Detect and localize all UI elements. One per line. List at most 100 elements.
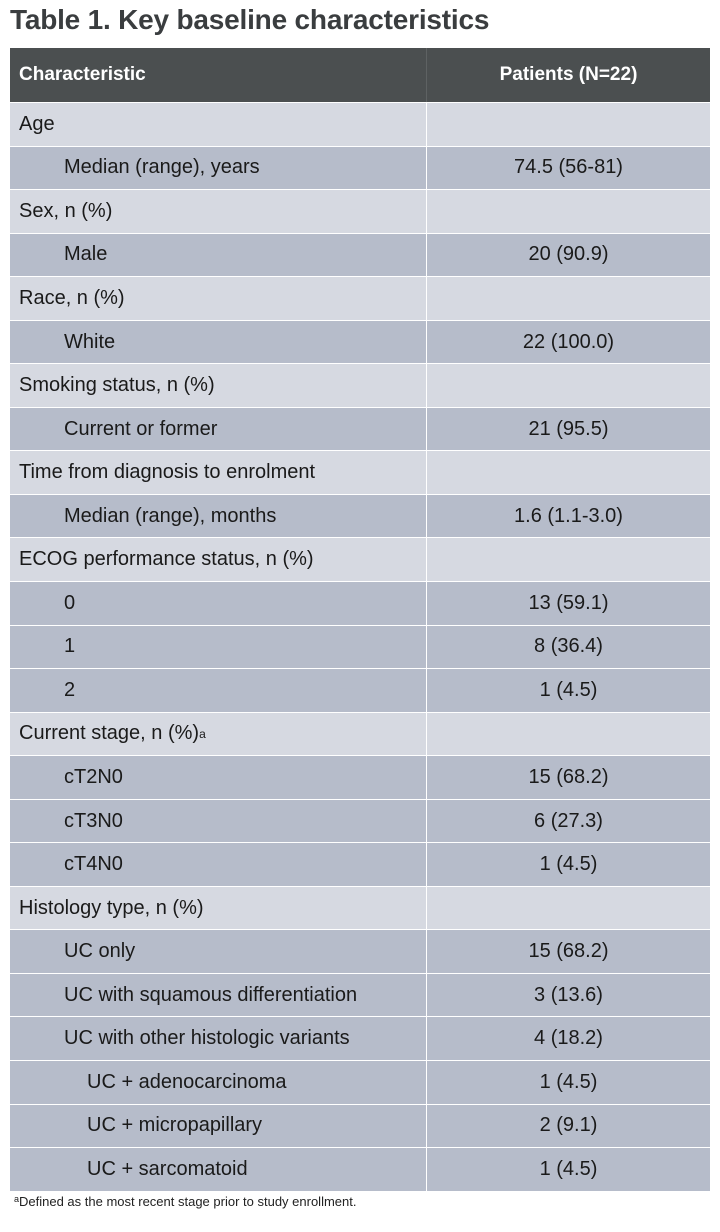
value-cell: 6 (27.3): [534, 809, 603, 832]
value-cell: 74.5 (56-81): [514, 156, 623, 179]
label-cell: cT3N0: [10, 799, 427, 843]
label-cell: UC only: [10, 930, 427, 973]
label-cell: Smoking status, n (%): [10, 364, 427, 407]
label-cell: Age: [10, 103, 427, 146]
value-cell: 2 (9.1): [539, 1114, 598, 1137]
row-label: cT4N0: [64, 853, 123, 876]
label-cell: 0: [10, 582, 427, 625]
footnote-text: Defined as the most recent stage prior t…: [19, 1194, 357, 1209]
value-cell: 1 (4.5): [539, 1070, 598, 1093]
row-label: Histology type, n (%): [19, 896, 204, 919]
row-label: Current or former: [64, 417, 218, 440]
label-cell: UC + micropapillary: [10, 1104, 427, 1148]
row-label: UC with squamous differentiation: [64, 983, 358, 1006]
label-cell: Current stage, n (%) a: [10, 712, 427, 756]
value-cell: 21 (95.5): [528, 417, 609, 440]
group-row: Race, n (%): [10, 277, 710, 321]
value-cell: 8 (36.4): [534, 635, 603, 658]
value-cell: 1 (4.5): [539, 678, 598, 701]
label-cell: cT2N0: [10, 756, 427, 799]
row-label: Smoking status, n (%): [19, 374, 215, 397]
item-row: UC + adenocarcinoma 1 (4.5): [10, 1061, 710, 1105]
item-row: UC with other histologic variants 4 (18.2…: [10, 1017, 710, 1062]
value-cell: 20 (90.9): [528, 243, 609, 266]
label-cell: Sex, n (%): [10, 190, 427, 233]
label-cell: Histology type, n (%): [10, 886, 427, 930]
item-row: 0 13 (59.1): [10, 582, 710, 626]
item-row: White 22 (100.0): [10, 320, 710, 365]
value-cell: 3 (13.6): [534, 983, 603, 1006]
value-cell: 1.6 (1.1-3.0): [514, 504, 623, 527]
header-cell: Patients (N=22): [499, 64, 638, 85]
group-row: Age: [10, 103, 710, 147]
label-cell: UC with other histologic variants: [10, 1017, 427, 1061]
label-cell: cT4N0: [10, 843, 427, 886]
row-label: Median (range), months: [64, 504, 277, 527]
group-row: Time from diagnosis to enrolment: [10, 451, 710, 495]
value-cell: 1 (4.5): [539, 1157, 598, 1180]
value-cell: 1 (4.5): [539, 853, 598, 876]
footnote: aDefined as the most recent stage prior …: [14, 1194, 356, 1209]
item-row: Current or former 21 (95.5): [10, 407, 710, 452]
header-cell: Characteristic: [10, 48, 427, 102]
group-row: ECOG performance status, n (%): [10, 538, 710, 583]
item-row: cT2N0 15 (68.2): [10, 756, 710, 800]
row-label: Age: [19, 112, 55, 135]
value-cell: 4 (18.2): [534, 1027, 603, 1050]
item-row: cT3N0 6 (27.3): [10, 799, 710, 844]
group-row: Smoking status, n (%): [10, 364, 710, 408]
superscript: a: [199, 726, 206, 741]
row-label: Male: [64, 243, 108, 266]
item-row: 1 8 (36.4): [10, 625, 710, 670]
item-row: UC + micropapillary 2 (9.1): [10, 1104, 710, 1149]
value-cell: 22 (100.0): [522, 330, 615, 353]
group-row: Histology type, n (%): [10, 886, 710, 931]
row-label: ECOG performance status, n (%): [19, 548, 314, 571]
label-cell: White: [10, 320, 427, 364]
item-row: cT4N0 1 (4.5): [10, 843, 710, 887]
item-row: Median (range), months 1.6 (1.1-3.0): [10, 494, 710, 539]
item-row: UC + sarcomatoid 1 (4.5): [10, 1148, 710, 1192]
table: Characteristic Patients (N=22) Age Median…: [10, 48, 710, 1192]
item-row: UC with squamous differentiation 3 (13.6): [10, 973, 710, 1018]
label-cell: Current or former: [10, 407, 427, 451]
item-row: Median (range), years 74.5 (56-81): [10, 146, 710, 191]
row-label: Time from diagnosis to enrolment: [19, 461, 316, 484]
label-cell: Time from diagnosis to enrolment: [10, 451, 427, 494]
row-label: Current stage, n (%): [19, 722, 200, 745]
label-cell: 2: [10, 669, 427, 712]
footnote-marker: a: [14, 1194, 20, 1204]
value-cell: 15 (68.2): [528, 765, 609, 788]
label-cell: Male: [10, 233, 427, 277]
row-label: UC + micropapillary: [87, 1114, 263, 1137]
group-row: Current stage, n (%) a: [10, 712, 710, 757]
row-label: 0: [64, 591, 76, 614]
item-row: UC only 15 (68.2): [10, 930, 710, 974]
row-label: cT2N0: [64, 765, 123, 788]
row-label: UC + sarcomatoid: [87, 1157, 248, 1180]
label-cell: Median (range), years: [10, 146, 427, 190]
label-cell: 1: [10, 625, 427, 669]
row-label: 1: [64, 635, 76, 658]
row-label: 2: [64, 678, 76, 701]
row-label: Median (range), years: [64, 156, 260, 179]
label-cell: UC + sarcomatoid: [10, 1148, 427, 1191]
row-label: Race, n (%): [19, 286, 125, 309]
row-label: UC only: [64, 940, 136, 963]
label-cell: Median (range), months: [10, 494, 427, 538]
item-row: Male 20 (90.9): [10, 233, 710, 278]
item-row: 2 1 (4.5): [10, 669, 710, 713]
label-cell: UC + adenocarcinoma: [10, 1061, 427, 1104]
header-row: Characteristic Patients (N=22): [10, 48, 710, 103]
table-title: Table 1. Key baseline characteristics: [10, 4, 490, 35]
label-cell: Race, n (%): [10, 277, 427, 320]
group-row: Sex, n (%): [10, 190, 710, 234]
value-cell: 15 (68.2): [528, 940, 609, 963]
row-label: cT3N0: [64, 809, 123, 832]
row-label: Sex, n (%): [19, 199, 113, 222]
label-cell: ECOG performance status, n (%): [10, 538, 427, 582]
row-label: UC + adenocarcinoma: [87, 1070, 287, 1093]
row-label: UC with other histologic variants: [64, 1027, 350, 1050]
value-cell: 13 (59.1): [528, 591, 609, 614]
